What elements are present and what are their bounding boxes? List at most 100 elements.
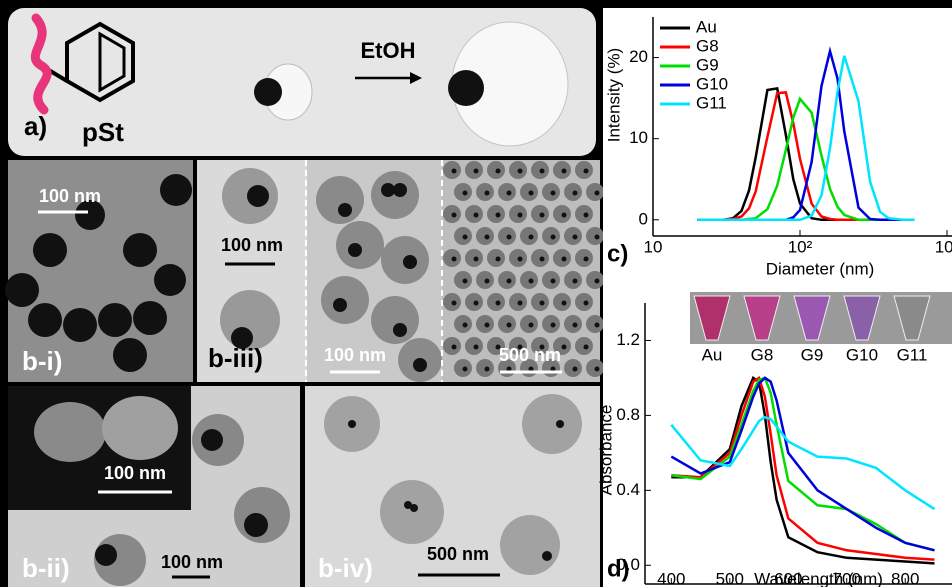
particle (452, 169, 457, 174)
particle (562, 169, 567, 174)
cuvette-label: G10 (846, 345, 878, 364)
cuvette-label: G8 (751, 345, 774, 364)
particle (496, 213, 501, 218)
particle (518, 257, 523, 262)
y-tick-label: 1.2 (616, 330, 640, 349)
particle (551, 191, 556, 196)
scale-bar-label: 100 nm (221, 235, 283, 255)
cuvette-label: G11 (897, 345, 928, 364)
particle (474, 213, 479, 218)
panel-label: b-ii) (22, 553, 70, 583)
y-tick-label: 0 (639, 209, 648, 228)
particle (463, 279, 468, 284)
particle (474, 345, 479, 350)
y-tick-label: 10 (629, 128, 648, 147)
scale-bar-label: 500 nm (427, 544, 489, 564)
particle (463, 235, 468, 240)
particle (452, 301, 457, 306)
particle (573, 279, 578, 284)
particle (540, 213, 545, 218)
particle (595, 235, 600, 240)
particle (595, 323, 600, 328)
x-tick-label: 10³ (935, 237, 952, 256)
particle (485, 367, 490, 372)
particle (529, 235, 534, 240)
particle (474, 169, 479, 174)
particle (463, 323, 468, 328)
particle (507, 235, 512, 240)
particle (562, 301, 567, 306)
x-tick-label: 800 (891, 569, 919, 587)
particle (463, 191, 468, 196)
particle (584, 301, 589, 306)
panel-label: b-iii) (208, 343, 263, 373)
particle (448, 70, 484, 106)
panel-label: b-i) (22, 346, 62, 376)
particle (595, 279, 600, 284)
particle (562, 345, 567, 350)
panel-label: a) (24, 111, 47, 141)
particle (595, 191, 600, 196)
particle (573, 323, 578, 328)
particle (573, 191, 578, 196)
x-tick-label: 10 (644, 237, 663, 256)
polymer-name: pSt (82, 117, 124, 147)
particle (254, 78, 282, 106)
particle (485, 279, 490, 284)
particle-shell (102, 396, 178, 460)
particle (244, 513, 268, 537)
particle (573, 367, 578, 372)
particle (485, 235, 490, 240)
particle (595, 367, 600, 372)
y-axis-label: Absorbance (596, 405, 615, 496)
particle (452, 345, 457, 350)
figure: a) pSt EtOH 100 nm b-i) 100 nm 100 nm 50… (0, 0, 952, 587)
y-tick-label: 20 (629, 47, 648, 66)
particle (584, 257, 589, 262)
particle (507, 279, 512, 284)
scale-bar-label: 100 nm (39, 186, 101, 206)
particle (551, 235, 556, 240)
particle (584, 345, 589, 350)
particle (452, 257, 457, 262)
particle-shell (34, 402, 106, 462)
particle (540, 301, 545, 306)
particle (507, 191, 512, 196)
x-axis-label: Diameter (nm) (766, 259, 875, 278)
legend-label: G10 (696, 74, 728, 93)
particle (540, 257, 545, 262)
particle (529, 323, 534, 328)
panel-label: d) (607, 555, 630, 582)
scale-bar-label: 100 nm (161, 552, 223, 572)
particle (507, 323, 512, 328)
particle (474, 301, 479, 306)
scale-bar-label: 100 nm (104, 463, 166, 483)
particle (201, 429, 223, 451)
particle (247, 185, 269, 207)
particle (452, 213, 457, 218)
legend-label: G8 (696, 36, 719, 55)
solvent: EtOH (361, 38, 416, 63)
particle (95, 544, 117, 566)
particle (573, 235, 578, 240)
x-tick-label: 400 (657, 569, 685, 587)
particle (529, 279, 534, 284)
particle (485, 323, 490, 328)
particle (474, 257, 479, 262)
particle (485, 191, 490, 196)
particle (540, 169, 545, 174)
legend-label: G9 (696, 55, 719, 74)
particle (584, 169, 589, 174)
particle (496, 169, 501, 174)
scale-bar-label: 500 nm (499, 345, 561, 365)
x-axis-label: Wavelength (nm) (754, 569, 883, 587)
y-tick-label: 0.4 (616, 480, 640, 499)
panel-label: b-iv) (318, 553, 373, 583)
y-axis-label: Intensity (%) (604, 48, 623, 142)
particle (562, 213, 567, 218)
particle (518, 169, 523, 174)
particle (496, 257, 501, 262)
particle (551, 279, 556, 284)
particle (518, 301, 523, 306)
particle (463, 367, 468, 372)
